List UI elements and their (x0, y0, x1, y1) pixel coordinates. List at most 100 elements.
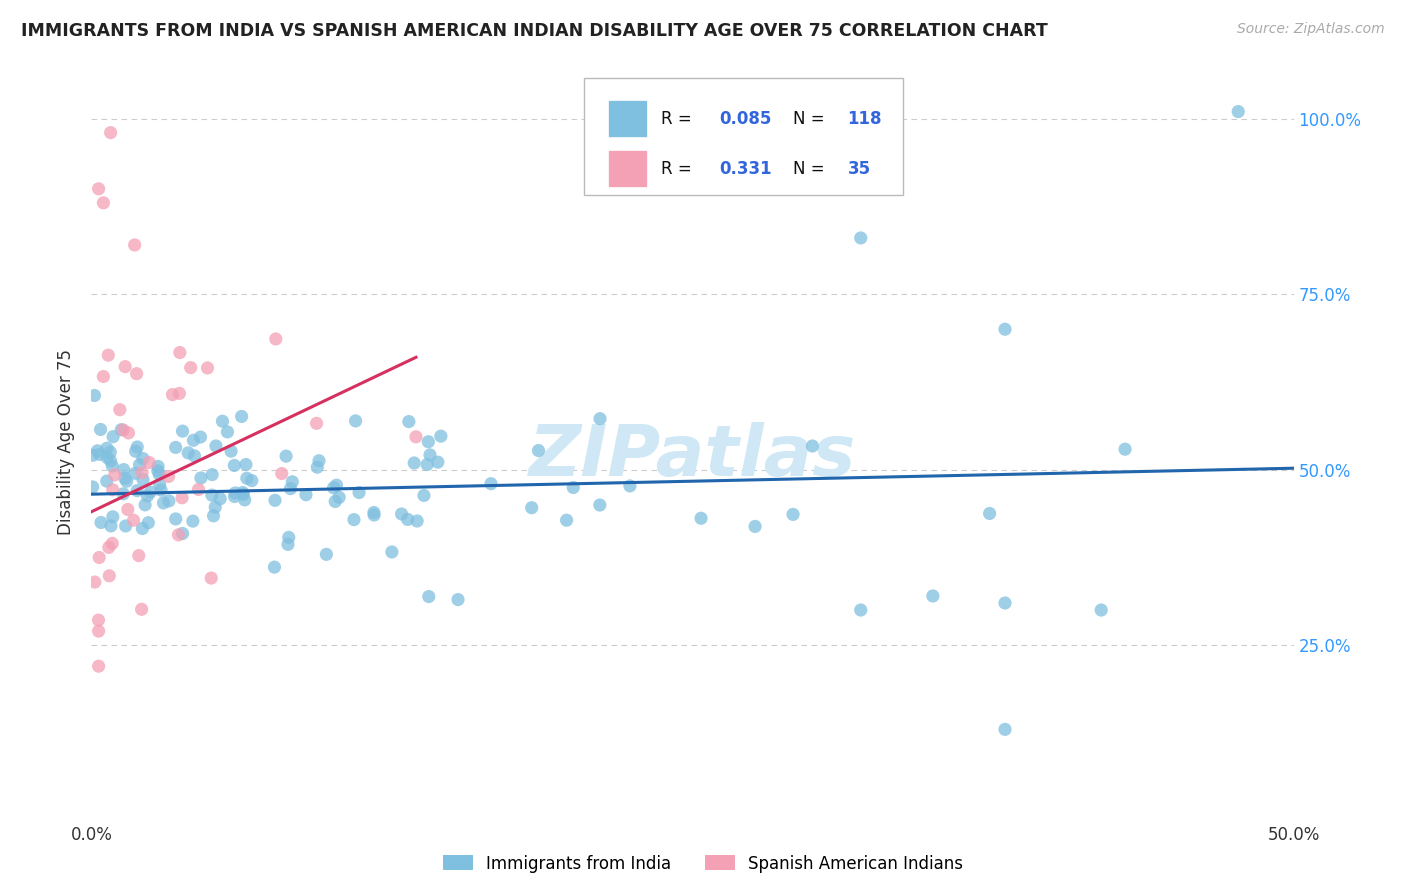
Point (343, 513, 366, 527)
Point (232, 485, 254, 500)
Point (391, 507, 413, 521)
Point (231, 409, 253, 424)
Point (114, 359, 136, 374)
Point (128, 549, 150, 563)
Point (801, 439, 824, 453)
Point (104, 467, 127, 482)
Point (97, 348, 120, 362)
Point (555, 513, 578, 527)
Point (90, 516, 112, 530)
Point (527, 443, 550, 458)
Point (152, 496, 174, 510)
Point (308, 454, 330, 468)
Point (211, 414, 233, 428)
Point (127, 483, 149, 498)
Point (165, 441, 187, 455)
Point (619, 479, 641, 493)
Point (90, 422, 112, 436)
Point (115, 475, 138, 489)
FancyBboxPatch shape (585, 78, 903, 195)
Point (219, 444, 242, 458)
Point (994, 596, 1017, 610)
Point (112, 487, 135, 501)
Point (131, 522, 153, 536)
Point (280, 482, 302, 496)
Point (136, 489, 159, 503)
Point (101, 536, 124, 550)
Point (426, 455, 449, 469)
Point (295, 488, 318, 502)
Point (263, 560, 285, 574)
Point (236, 471, 259, 485)
Y-axis label: Disability Age Over 75: Disability Age Over 75 (58, 349, 76, 534)
Point (281, 475, 304, 489)
Point (139, 485, 162, 500)
Point (325, 478, 347, 492)
Point (782, 508, 804, 522)
Point (589, 411, 612, 425)
Point (562, 481, 585, 495)
Point (101, 430, 124, 444)
Point (114, 519, 136, 533)
Point (994, 322, 1017, 336)
Point (134, 498, 156, 512)
Text: ZIPatlas: ZIPatlas (529, 422, 856, 491)
Point (93, 195, 115, 210)
Point (162, 387, 184, 401)
Point (322, 481, 344, 495)
Text: 0.331: 0.331 (718, 160, 772, 178)
Point (922, 589, 945, 603)
Point (165, 512, 187, 526)
Point (305, 417, 328, 431)
Point (315, 547, 337, 561)
Point (177, 446, 200, 460)
Point (200, 571, 222, 585)
Point (87, 659, 110, 673)
Point (101, 459, 124, 474)
Point (277, 530, 299, 544)
Point (416, 458, 439, 472)
Point (328, 491, 350, 505)
Point (204, 500, 226, 515)
Point (146, 459, 169, 474)
Point (124, 238, 146, 252)
Text: 35: 35 (848, 160, 870, 178)
Point (114, 471, 136, 485)
Point (96, 450, 118, 465)
Point (520, 500, 543, 515)
Point (101, 509, 124, 524)
Point (1090, 603, 1112, 617)
Point (744, 519, 766, 533)
Point (86, 443, 108, 458)
Point (381, 545, 404, 559)
Point (124, 444, 146, 458)
Point (98, 569, 121, 583)
Point (157, 494, 180, 508)
Point (96, 474, 118, 488)
Point (849, 231, 872, 245)
Point (100, 454, 122, 468)
Point (82, 480, 104, 494)
Point (100, 126, 122, 140)
Point (240, 474, 263, 488)
Point (363, 506, 385, 520)
Point (209, 491, 232, 506)
Point (224, 486, 246, 500)
Point (479, 476, 502, 491)
Point (224, 458, 246, 473)
Point (187, 483, 209, 497)
Point (270, 467, 292, 481)
Text: R =: R = (661, 110, 697, 128)
Point (89, 550, 111, 565)
Point (112, 423, 135, 437)
Point (87, 624, 110, 639)
Point (232, 487, 254, 501)
Point (181, 514, 204, 528)
Point (101, 483, 124, 497)
Point (323, 494, 346, 508)
Point (87, 182, 110, 196)
Point (146, 464, 169, 478)
Point (100, 519, 122, 533)
Point (87, 613, 110, 627)
Point (149, 477, 172, 491)
